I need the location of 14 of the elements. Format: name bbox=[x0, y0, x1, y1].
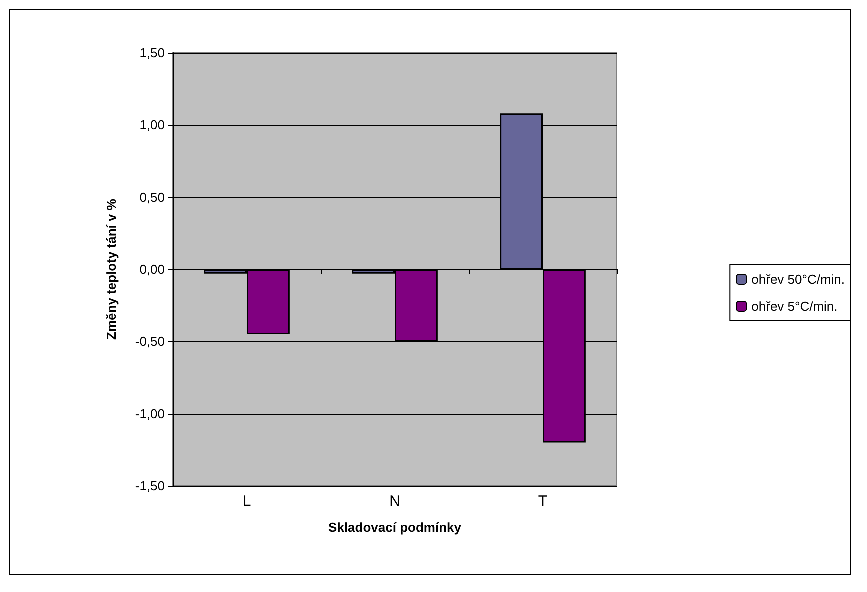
y-tick-label: 0,00 bbox=[140, 262, 165, 277]
y-tick-label: -1,50 bbox=[135, 478, 165, 494]
legend-label: ohřev 5°C/min. bbox=[752, 299, 838, 314]
y-tick-label: 1,50 bbox=[140, 46, 165, 60]
legend-label: ohřev 50°C/min. bbox=[752, 272, 846, 287]
x-axis-title: Skladovací podmínky bbox=[328, 520, 462, 535]
y-tick-label: -0,50 bbox=[135, 334, 165, 350]
y-axis-title: Změny teploty tání v % bbox=[104, 198, 119, 340]
x-tick-label: N bbox=[390, 493, 400, 510]
y-tick-label: 0,50 bbox=[140, 190, 165, 205]
y-tick-label: 1,00 bbox=[140, 118, 165, 133]
x-tick-label: T bbox=[538, 493, 548, 510]
y-tick-label: -1,00 bbox=[135, 406, 165, 422]
x-tick-label: L bbox=[242, 493, 252, 510]
